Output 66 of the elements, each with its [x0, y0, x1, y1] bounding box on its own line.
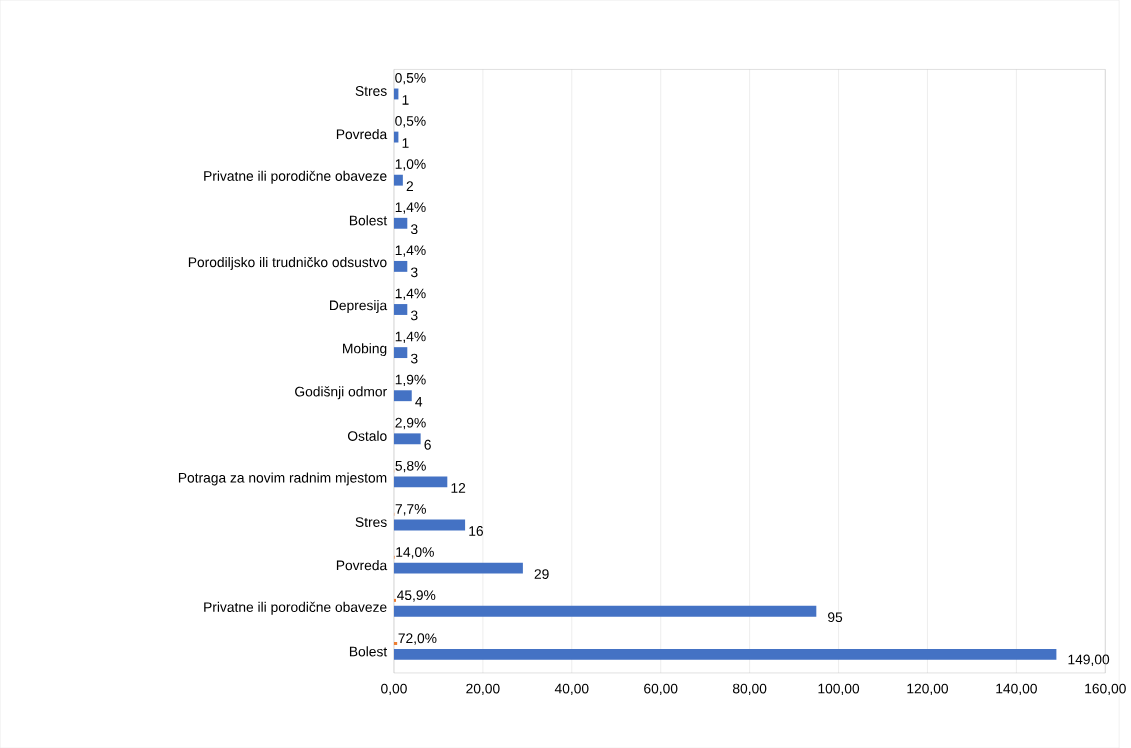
y-tick-label: Potraga za novim radnim mjestom: [178, 472, 387, 486]
bar: [393, 433, 421, 445]
data-label: 1,4%: [395, 245, 426, 257]
data-label: 72,0%: [398, 633, 437, 645]
data-label: 12: [451, 482, 466, 493]
data-label: 1: [402, 138, 409, 148]
y-tick-label: Povreda: [336, 559, 388, 571]
data-label: 2: [406, 181, 413, 191]
y-tick-label: Mobing: [343, 343, 387, 356]
data-label: 0,5%: [395, 115, 426, 128]
bar: [393, 217, 408, 229]
bar: [393, 390, 412, 401]
x-tick-label: 20,00: [466, 683, 500, 695]
y-tick-label: Bolest: [349, 215, 388, 226]
data-label: 1: [402, 95, 409, 105]
y-tick-label: Povreda: [336, 128, 388, 140]
bar: [393, 641, 398, 645]
data-label: 5,8%: [395, 460, 426, 473]
data-label: 1,4%: [395, 202, 426, 214]
data-label: 95: [828, 612, 843, 622]
bar: [393, 303, 408, 315]
bar: [393, 598, 396, 602]
y-tick-label: Godišnji odmor: [295, 386, 387, 400]
bar: [393, 648, 1057, 660]
data-label: 1,9%: [395, 374, 426, 386]
data-label: 14,0%: [396, 546, 434, 559]
y-tick-label: Stres: [355, 85, 387, 96]
x-tick-label: 80,00: [732, 683, 767, 695]
x-tick-label: 40,00: [554, 683, 589, 695]
data-label: 1,4%: [395, 288, 426, 300]
bar: [393, 260, 408, 272]
bar: [393, 476, 448, 488]
data-label: 149,00: [1068, 654, 1110, 666]
x-tick-label: 120,00: [907, 683, 949, 695]
x-tick-label: 100,00: [818, 683, 860, 695]
data-label: 3: [410, 353, 418, 364]
bar: [393, 174, 403, 186]
data-label: 16: [469, 525, 483, 536]
x-tick-label: 160,00: [1085, 683, 1126, 695]
bar: [393, 605, 817, 617]
data-label: 29: [534, 569, 549, 579]
data-label: 1,0%: [395, 159, 426, 171]
bar: [393, 519, 466, 531]
x-tick-label: 140,00: [996, 683, 1037, 695]
data-label: 45,9%: [397, 590, 436, 602]
y-tick-label: Depresija: [330, 299, 388, 313]
x-tick-label: 60,00: [644, 683, 678, 695]
data-label: 3: [410, 310, 418, 321]
data-label: 6: [424, 439, 431, 450]
data-label: 1,4%: [395, 331, 426, 343]
bar: [393, 347, 408, 358]
bar: [393, 562, 523, 574]
data-label: 3: [410, 224, 418, 234]
y-tick-label: Stres: [355, 517, 387, 527]
data-label: 7,7%: [395, 503, 426, 516]
data-label: 3: [410, 267, 418, 278]
data-label: 4: [415, 396, 423, 407]
y-tick-label: Porodiljsko ili trudničko odsustvo: [188, 256, 387, 270]
y-tick-label: Bolest: [349, 646, 388, 657]
y-tick-label: Ostalo: [347, 430, 387, 441]
data-label: 2,9%: [395, 417, 426, 430]
y-tick-label: Privatne ili porodične obaveze: [204, 601, 387, 615]
y-tick-label: Privatne ili porodične obaveze: [204, 170, 387, 184]
bar: [393, 131, 399, 143]
x-tick-label: 0,00: [381, 683, 407, 695]
data-label: 0,5%: [395, 72, 426, 85]
